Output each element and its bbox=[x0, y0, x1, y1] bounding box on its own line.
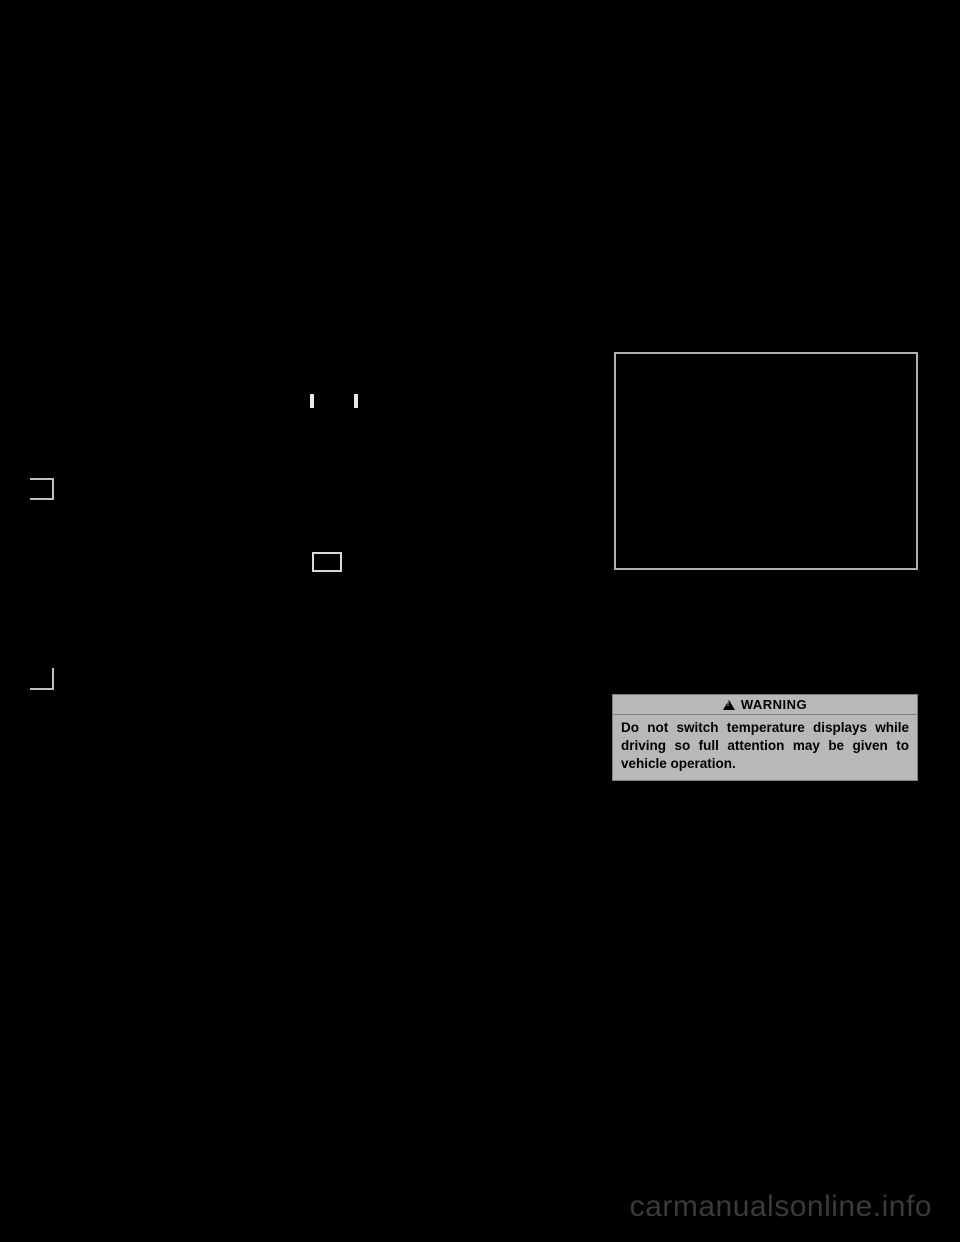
bar-2 bbox=[354, 394, 358, 408]
bracket-left-bottom bbox=[30, 668, 54, 690]
bar-1 bbox=[310, 394, 314, 408]
watermark-text: carmanualsonline.info bbox=[630, 1190, 932, 1224]
warning-title: WARNING bbox=[741, 697, 807, 712]
warning-header: WARNING bbox=[613, 695, 917, 715]
warning-body-text: Do not switch temperature displays while… bbox=[613, 715, 917, 780]
warning-box: WARNING Do not switch temperature displa… bbox=[612, 694, 918, 781]
bracket-left-top bbox=[30, 478, 54, 500]
warning-triangle-icon bbox=[723, 700, 735, 710]
small-outline-box bbox=[312, 552, 342, 572]
figure-placeholder-box bbox=[614, 352, 918, 570]
